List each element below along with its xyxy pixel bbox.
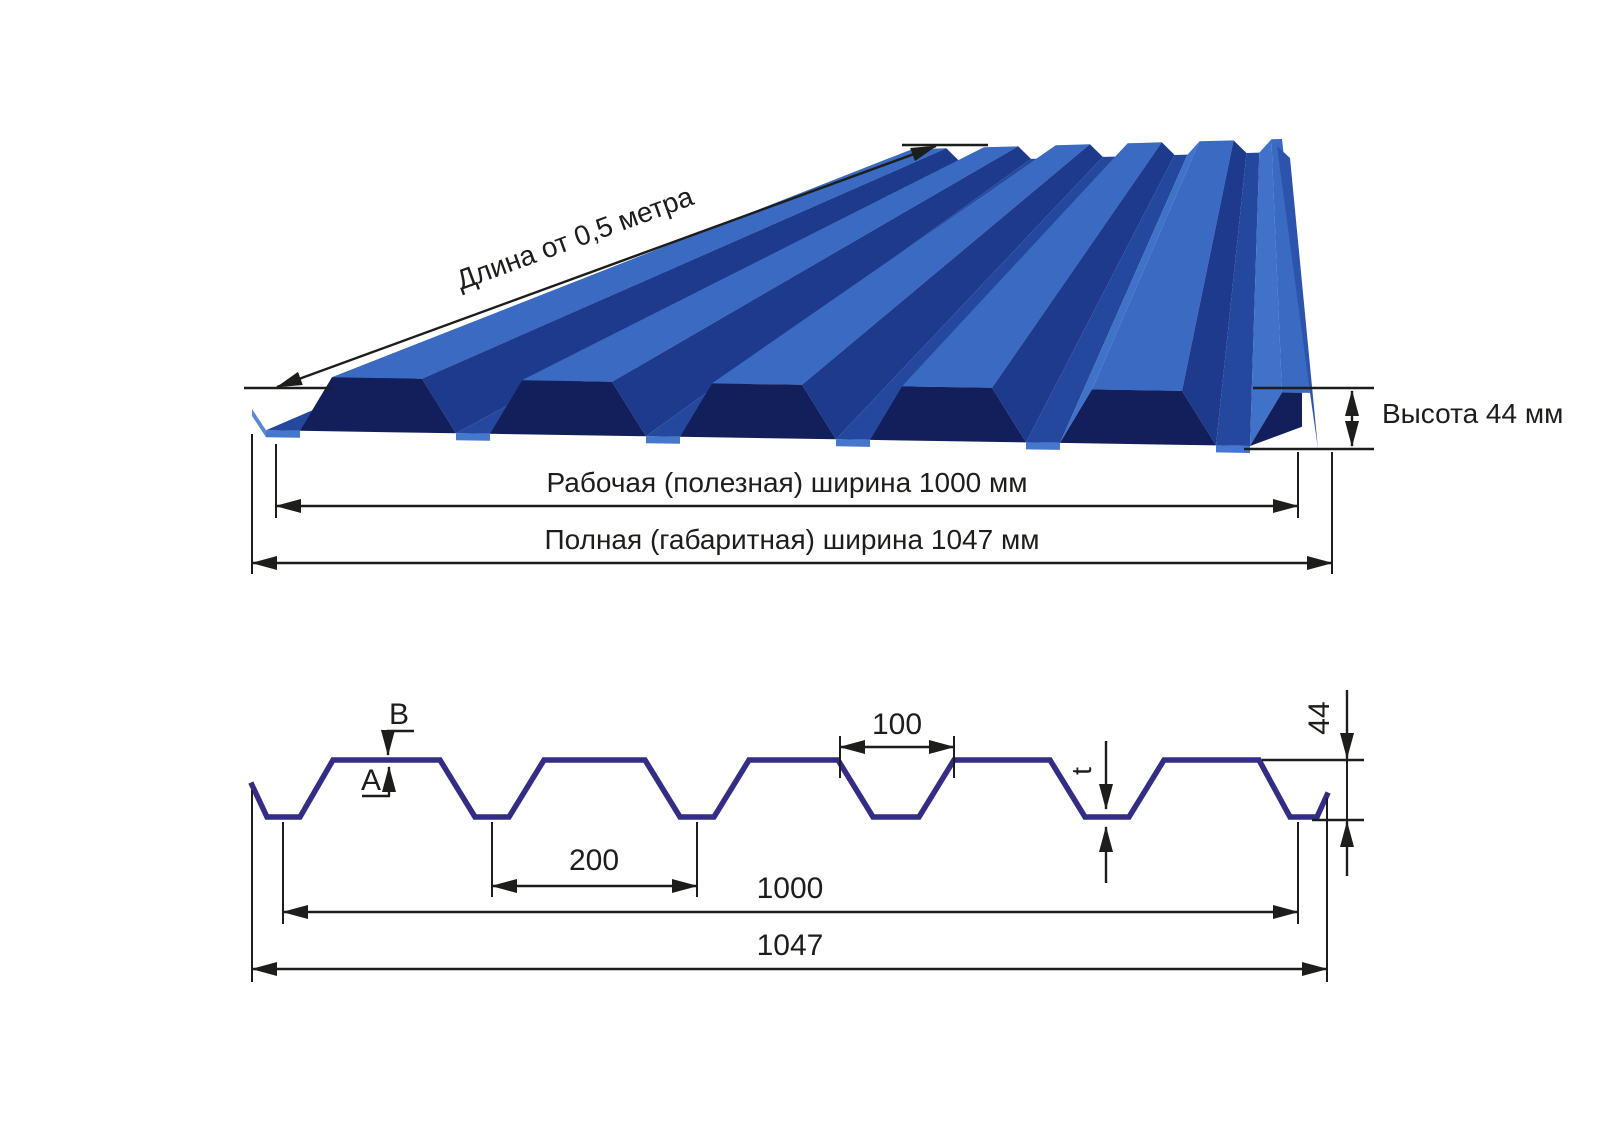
top-view: Длина от 0,5 метра Высота 44 мм Рабочая … <box>244 139 1563 574</box>
section-height-label: 44 <box>1303 701 1336 734</box>
side-a-label: A <box>361 764 381 797</box>
sheet-front-edge <box>266 430 300 438</box>
sheet-front-cavity <box>680 383 836 440</box>
side-a-marker: A <box>361 764 396 798</box>
sheet-strip-valley <box>1026 154 1188 443</box>
opening-dimension-label: 100 <box>872 708 922 741</box>
profile-outline <box>248 757 1331 820</box>
cross-section-view: B A 100 200 t <box>248 690 1364 982</box>
sheet-strip-crest <box>1092 140 1234 391</box>
sheet-front-cavity <box>300 377 456 434</box>
sheet-front-cavity <box>490 380 646 437</box>
sheet-strip-down <box>1182 140 1247 446</box>
sheet-right-face <box>1277 146 1318 449</box>
side-b-label: B <box>389 698 409 731</box>
section-working-width-label: 1000 <box>757 872 824 905</box>
section-overall-width-label: 1047 <box>757 929 824 962</box>
sheet-3d <box>252 139 1318 453</box>
working-width-label: Рабочая (полезная) ширина 1000 мм <box>547 467 1028 498</box>
sheet-strip-valley <box>1216 152 1260 446</box>
height-dimension-label: Высота 44 мм <box>1382 398 1563 429</box>
top-width-dimensions: Рабочая (полезная) ширина 1000 мм Полная… <box>251 434 1333 574</box>
sheet-front-cavity <box>1250 392 1302 446</box>
overall-width-label: Полная (габаритная) ширина 1047 мм <box>545 524 1040 555</box>
pitch-dimension-label: 200 <box>569 844 619 877</box>
sheet-strip-up <box>1060 141 1200 443</box>
sheet-front-edge <box>456 433 490 441</box>
thickness-label: t <box>1066 767 1097 775</box>
sheet-front-edge <box>1216 445 1250 453</box>
height-dimension: Высота 44 мм <box>1244 386 1563 451</box>
pitch-dimension: 200 <box>491 822 698 897</box>
sheet-left-lip <box>252 409 266 438</box>
length-dimension-line <box>276 144 937 389</box>
opening-dimension: 100 <box>839 708 955 778</box>
sheet-front-edge <box>836 439 870 447</box>
section-height-dimension: 44 <box>1262 690 1364 876</box>
sheet-front-cavity <box>870 386 1026 443</box>
sheet-strip-up <box>1250 139 1282 447</box>
sheet-strip-crest <box>1271 139 1310 393</box>
sheet-front-cavity <box>1060 389 1216 446</box>
sheet-strip-crest <box>902 142 1162 388</box>
sheet-front-edge <box>1026 442 1060 450</box>
sheet-strip-down <box>992 142 1175 443</box>
sheet-front-edge <box>646 436 680 444</box>
side-b-marker: B <box>381 698 414 756</box>
thickness-dimension: t <box>1066 741 1113 883</box>
section-width-dimensions: 1000 1047 <box>251 790 1328 982</box>
